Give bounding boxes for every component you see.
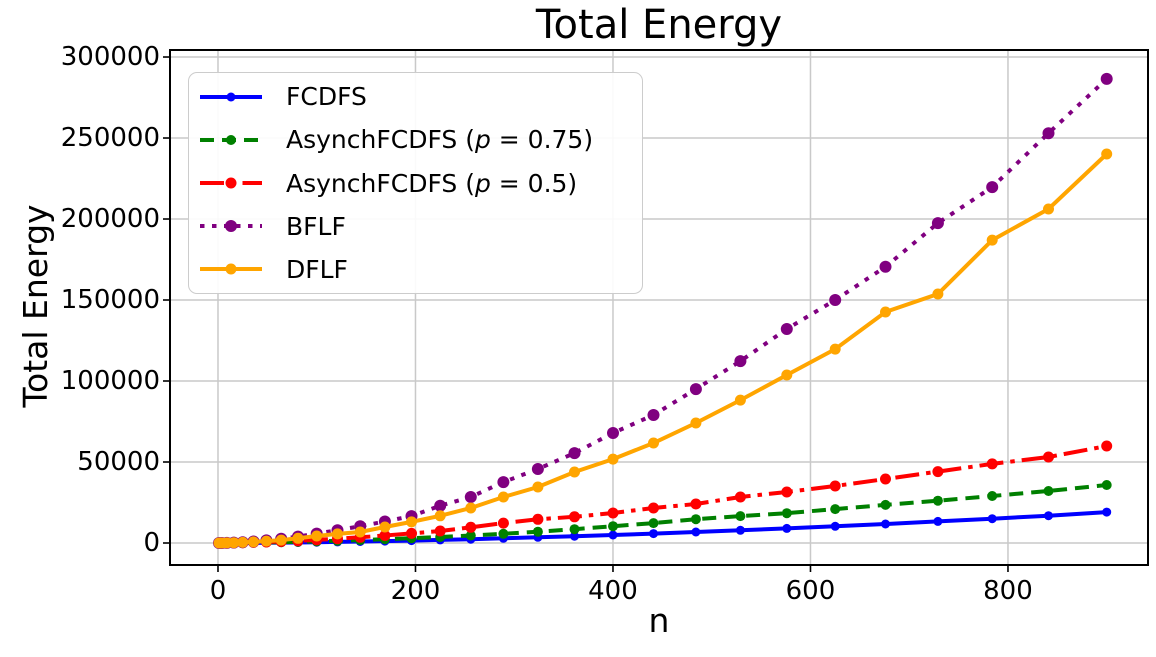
x-tick-label: 200 xyxy=(390,576,441,606)
legend-label: AsynchFCDFS (p = 0.5) xyxy=(286,168,578,198)
x-tick-label: 800 xyxy=(983,576,1033,606)
y-tick-label: 100000 xyxy=(60,366,160,396)
y-tick-label: 150000 xyxy=(60,285,160,315)
legend-marker-icon xyxy=(225,177,237,189)
y-tick-label: 0 xyxy=(143,528,160,558)
chart-title: Total Energy xyxy=(535,2,783,48)
y-tick-label: 200000 xyxy=(60,204,160,234)
x-tick-label: 600 xyxy=(785,576,836,606)
legend-sample-AsynchFCDFS-p075 xyxy=(200,134,262,145)
legend-label: DFLF xyxy=(286,254,348,284)
legend-item-AsynchFCDFS-p05: AsynchFCDFS (p = 0.5) xyxy=(189,161,642,204)
legend-label: FCDFS xyxy=(286,82,367,112)
legend-sample-DFLF xyxy=(200,263,262,275)
legend-marker-icon xyxy=(226,92,236,102)
legend-marker-icon xyxy=(226,134,236,145)
legend-label: AsynchFCDFS (p = 0.75) xyxy=(286,125,594,155)
legend-sample-BFLF xyxy=(200,220,262,233)
series-line-BFLF xyxy=(219,77,1109,545)
legend-label: BFLF xyxy=(286,211,346,241)
y-tick-label: 300000 xyxy=(60,42,160,72)
legend-sample-AsynchFCDFS-p05 xyxy=(200,177,262,189)
axes-spines xyxy=(169,49,1149,566)
legend-marker-icon xyxy=(225,220,237,233)
x-tick-label: 400 xyxy=(588,576,638,606)
legend-item-FCDFS: FCDFS xyxy=(189,75,642,118)
legend-sample-FCDFS xyxy=(200,92,262,102)
y-tick-label: 50000 xyxy=(77,447,160,477)
legend: FCDFS AsynchFCDFS (p = 0.75) AsynchFCDFS (… xyxy=(188,72,643,294)
series-markers-DFLF xyxy=(213,148,1113,549)
legend-item-BFLF: BFLF xyxy=(189,205,642,248)
x-tick-label: 0 xyxy=(209,576,227,606)
legend-item-AsynchFCDFS-p075: AsynchFCDFS (p = 0.75) xyxy=(189,118,642,161)
legend-item-DFLF: DFLF xyxy=(189,248,642,291)
x-axis-label: n xyxy=(648,601,670,640)
legend-marker-icon xyxy=(225,263,237,275)
y-tick-label: 250000 xyxy=(60,123,160,153)
